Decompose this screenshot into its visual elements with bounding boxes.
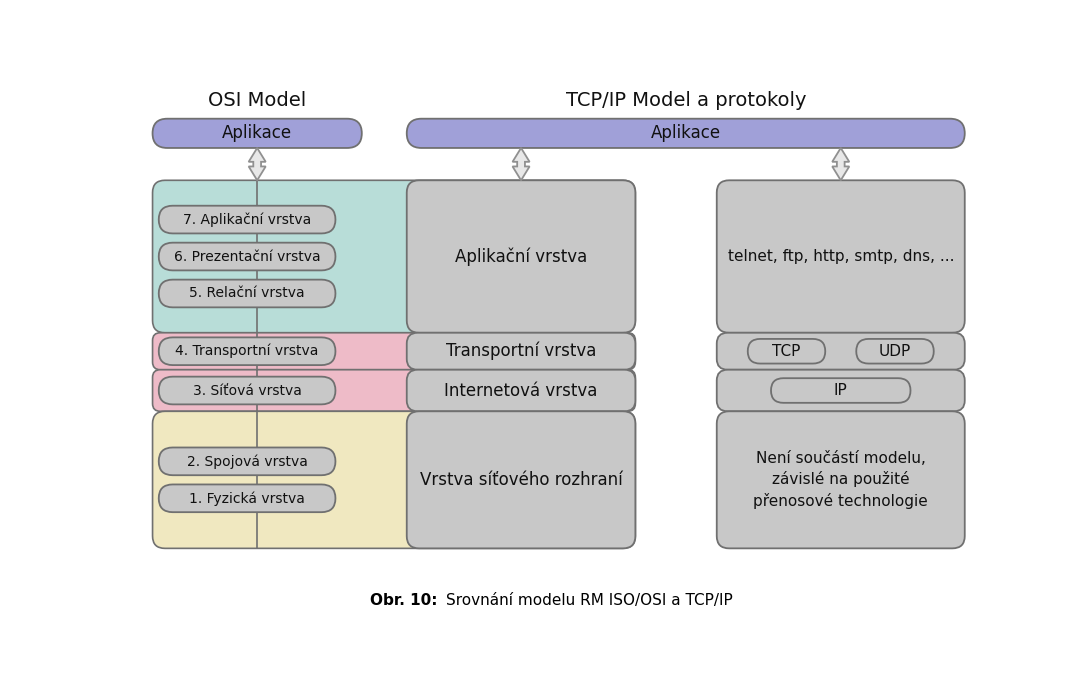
FancyBboxPatch shape [158, 337, 335, 365]
Text: OSI Model: OSI Model [208, 91, 307, 110]
Polygon shape [833, 148, 849, 180]
Text: 4. Transportní vrstva: 4. Transportní vrstva [176, 344, 319, 359]
Text: 2. Spojová vrstva: 2. Spojová vrstva [186, 454, 308, 468]
Text: 5. Relační vrstva: 5. Relační vrstva [190, 287, 305, 301]
Text: 6. Prezentační vrstva: 6. Prezentační vrstva [173, 250, 321, 264]
FancyBboxPatch shape [717, 370, 965, 412]
FancyBboxPatch shape [158, 448, 335, 475]
Text: UDP: UDP [879, 344, 912, 359]
Text: 1. Fyzická vrstva: 1. Fyzická vrstva [190, 491, 305, 505]
Text: 7. Aplikační vrstva: 7. Aplikační vrstva [183, 212, 311, 227]
FancyBboxPatch shape [153, 370, 635, 412]
Text: TCP/IP Model a protokoly: TCP/IP Model a protokoly [566, 91, 806, 110]
Text: TCP: TCP [772, 344, 801, 359]
FancyBboxPatch shape [153, 180, 635, 332]
FancyBboxPatch shape [158, 205, 335, 233]
FancyBboxPatch shape [158, 377, 335, 405]
FancyBboxPatch shape [153, 412, 635, 548]
FancyBboxPatch shape [771, 378, 911, 403]
FancyBboxPatch shape [856, 339, 933, 364]
Text: Obr. 10:: Obr. 10: [371, 593, 438, 608]
Text: 3. Síťová vrstva: 3. Síťová vrstva [193, 384, 301, 398]
Text: telnet, ftp, http, smtp, dns, ...: telnet, ftp, http, smtp, dns, ... [727, 249, 954, 264]
FancyBboxPatch shape [406, 180, 635, 332]
Text: Transportní vrstva: Transportní vrstva [446, 342, 596, 360]
FancyBboxPatch shape [406, 412, 635, 548]
FancyBboxPatch shape [748, 339, 825, 364]
FancyBboxPatch shape [406, 370, 635, 412]
FancyBboxPatch shape [406, 332, 635, 370]
Text: Aplikace: Aplikace [650, 124, 721, 142]
FancyBboxPatch shape [158, 243, 335, 271]
Text: Aplikační vrstva: Aplikační vrstva [455, 247, 588, 266]
FancyBboxPatch shape [717, 332, 965, 370]
Text: Srovnání modelu RM ISO/OSI a TCP/IP: Srovnání modelu RM ISO/OSI a TCP/IP [446, 593, 733, 608]
FancyBboxPatch shape [406, 119, 965, 148]
FancyBboxPatch shape [153, 332, 635, 370]
FancyBboxPatch shape [153, 119, 362, 148]
Text: Není součástí modelu,
závislé na použité
přenosové technologie: Není součástí modelu, závislé na použité… [753, 451, 928, 509]
FancyBboxPatch shape [717, 412, 965, 548]
Text: Aplikace: Aplikace [222, 124, 293, 142]
FancyBboxPatch shape [158, 484, 335, 512]
Polygon shape [513, 148, 530, 180]
FancyBboxPatch shape [158, 280, 335, 307]
Polygon shape [248, 148, 266, 180]
Text: Internetová vrstva: Internetová vrstva [444, 382, 597, 400]
Text: Vrstva síťového rozhraní: Vrstva síťového rozhraní [420, 471, 622, 489]
Text: IP: IP [834, 383, 848, 398]
FancyBboxPatch shape [717, 180, 965, 332]
